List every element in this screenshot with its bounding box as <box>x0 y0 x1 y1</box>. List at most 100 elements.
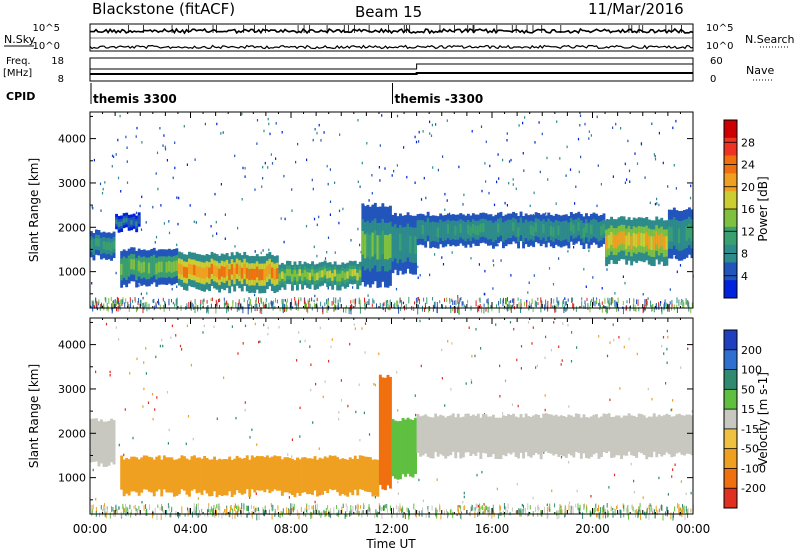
band-cell <box>167 261 171 272</box>
ground-point <box>289 302 291 308</box>
ground-point <box>225 509 227 516</box>
ground-point <box>598 504 599 512</box>
speckle-point <box>561 359 563 362</box>
speckle-point <box>329 200 332 203</box>
band-cell <box>218 268 221 280</box>
band-cell <box>562 225 566 236</box>
ground-point <box>453 307 455 314</box>
ground-point <box>264 510 265 517</box>
band-cell <box>225 459 229 496</box>
band-cell <box>449 225 453 236</box>
band-cell <box>363 456 367 492</box>
ground-point <box>637 511 639 519</box>
ground-point <box>677 503 679 509</box>
band-cell <box>381 230 385 255</box>
band-cell <box>177 458 181 495</box>
band-cell <box>343 459 347 496</box>
ground-point <box>316 297 318 302</box>
speckle-point <box>374 383 376 387</box>
speckle-point <box>432 166 434 169</box>
ground-point <box>226 507 228 515</box>
band-cell <box>180 455 184 490</box>
ground-point <box>629 298 630 304</box>
speckle-point <box>597 164 599 167</box>
ground-point <box>589 306 591 313</box>
ground-point <box>289 513 291 517</box>
ground-point <box>128 306 130 312</box>
speckle-point <box>115 271 117 275</box>
ground-point <box>118 301 120 305</box>
ground-point <box>234 503 236 508</box>
ground-point <box>409 510 410 516</box>
ground-point <box>570 509 572 514</box>
band-cell <box>600 226 603 236</box>
speckle-point <box>259 340 261 343</box>
ground-point <box>562 300 564 307</box>
ground-point <box>421 510 423 517</box>
speckle-point <box>651 122 653 125</box>
ground-point <box>399 503 401 509</box>
speckle-point <box>446 119 448 122</box>
ground-point <box>383 301 385 306</box>
band-cell <box>137 217 141 222</box>
band-cell <box>567 227 571 238</box>
ground-point <box>555 304 557 309</box>
ground-point <box>305 513 307 517</box>
speckle-point <box>579 114 582 117</box>
band-cell <box>183 266 186 278</box>
band-cell <box>487 416 490 458</box>
band-cell <box>306 271 309 280</box>
ground-point <box>106 307 108 311</box>
band-cell <box>115 219 118 224</box>
ground-point <box>637 299 639 306</box>
ground-point <box>491 513 493 519</box>
ground-point <box>564 301 566 306</box>
speckle-point <box>531 342 533 345</box>
ground-point <box>346 506 348 512</box>
ground-point <box>105 511 107 519</box>
ground-point <box>507 510 508 514</box>
speckle-point <box>568 501 571 504</box>
band-cell <box>539 417 543 460</box>
ground-point <box>507 297 508 302</box>
ground-point <box>211 508 213 514</box>
ground-point <box>455 300 457 306</box>
ground-point <box>413 306 415 311</box>
speckle-point <box>322 395 324 399</box>
ground-point <box>687 512 689 518</box>
ground-point <box>167 503 169 509</box>
ground-point <box>349 512 351 517</box>
speckle-point <box>536 364 538 368</box>
colorbar-swatch <box>724 428 737 449</box>
ground-point <box>112 507 114 512</box>
speckle-point <box>342 207 344 211</box>
ground-point <box>666 302 668 310</box>
speckle-point <box>567 324 569 327</box>
speckle-point <box>496 180 498 184</box>
ground-point <box>335 304 337 310</box>
band-cell <box>464 226 468 237</box>
band-cell <box>223 459 227 496</box>
band-cell <box>547 223 551 233</box>
ground-point <box>649 503 651 507</box>
ground-point <box>290 503 292 509</box>
band-cell <box>519 221 523 231</box>
ground-point <box>682 504 683 508</box>
ground-point <box>188 301 190 309</box>
speckle-point <box>484 292 486 296</box>
ground-point <box>158 301 160 306</box>
speckle-point <box>463 491 465 495</box>
speckle-point <box>327 236 330 239</box>
band-cell <box>155 456 159 492</box>
ground-point <box>615 301 617 308</box>
ground-point <box>190 304 192 311</box>
speckle-point <box>203 324 205 328</box>
ground-point <box>345 305 347 309</box>
noise-tick-bottom-right: 10^0 <box>706 41 733 52</box>
band-cell <box>313 456 317 491</box>
band-cell <box>451 413 455 452</box>
ground-point <box>255 301 257 309</box>
speckle-point <box>578 170 580 174</box>
band-cell <box>353 268 357 276</box>
